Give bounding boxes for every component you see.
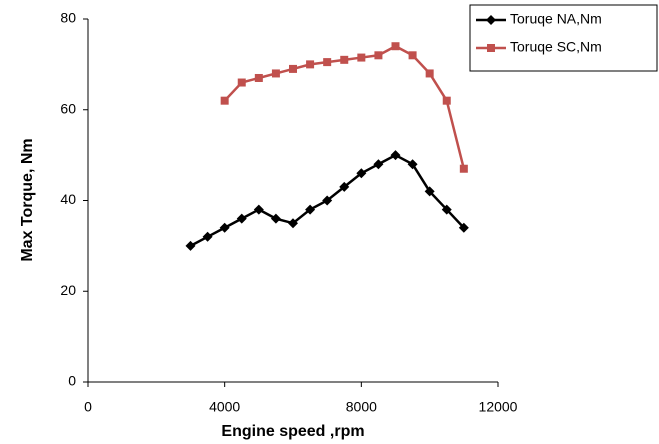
- y-tick-label: 20: [60, 282, 76, 298]
- marker: [202, 231, 213, 242]
- marker: [486, 15, 496, 25]
- marker: [323, 58, 332, 67]
- marker: [253, 204, 264, 215]
- x-tick-label: 8000: [346, 399, 377, 415]
- marker: [270, 213, 281, 224]
- marker: [219, 222, 230, 233]
- marker: [339, 181, 350, 192]
- x-axis-title: Engine speed ,rpm: [221, 423, 364, 440]
- marker: [185, 240, 196, 251]
- marker: [442, 96, 451, 105]
- marker: [237, 78, 246, 87]
- series-line: [223, 44, 466, 170]
- marker: [487, 44, 495, 52]
- legend-text: Toruqe SC,Nm: [510, 39, 602, 55]
- marker: [322, 195, 333, 206]
- y-tick-label: 60: [60, 100, 76, 116]
- marker: [356, 168, 367, 179]
- marker: [408, 51, 417, 60]
- y-tick-label: 0: [68, 373, 76, 389]
- marker: [407, 159, 418, 170]
- marker: [236, 213, 247, 224]
- marker: [391, 42, 400, 51]
- marker: [271, 69, 280, 78]
- marker: [289, 64, 297, 73]
- marker: [424, 186, 435, 197]
- marker: [357, 53, 366, 62]
- legend-text: Toruqe NA,Nm: [510, 11, 602, 27]
- x-tick-label: 0: [84, 399, 92, 415]
- marker: [374, 51, 383, 60]
- marker: [441, 204, 452, 215]
- marker: [390, 150, 401, 161]
- y-tick-label: 80: [60, 10, 76, 26]
- marker: [340, 55, 349, 64]
- marker: [425, 69, 434, 78]
- legend-box: [469, 4, 658, 72]
- marker: [220, 96, 229, 105]
- y-tick-label: 40: [60, 191, 76, 207]
- marker: [254, 73, 263, 82]
- x-tick-label: 4000: [209, 399, 240, 415]
- marker: [305, 204, 316, 215]
- marker: [288, 218, 298, 229]
- marker: [373, 159, 384, 170]
- marker: [458, 222, 469, 233]
- x-tick-label: 12000: [479, 399, 518, 415]
- y-axis-title: Max Torque, Nm: [19, 138, 36, 261]
- marker: [306, 60, 315, 69]
- marker: [459, 164, 468, 173]
